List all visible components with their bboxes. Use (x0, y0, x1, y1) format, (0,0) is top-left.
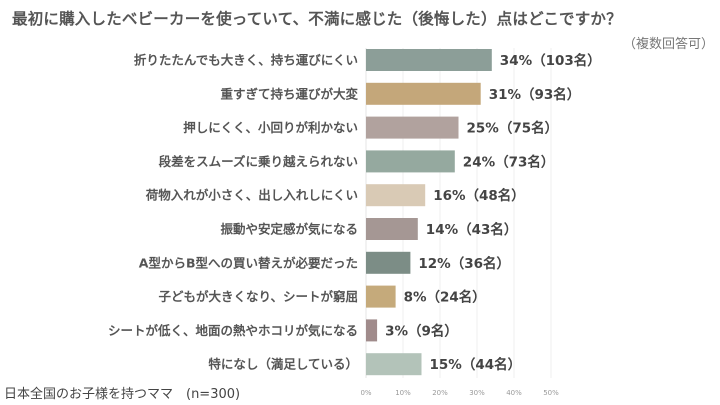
x-tick-label: 0% (360, 389, 371, 397)
bar (366, 285, 396, 308)
data-label: 12%（36名） (418, 255, 510, 272)
bar (366, 218, 418, 240)
bar (366, 150, 455, 173)
bar (366, 319, 378, 342)
bar (366, 116, 459, 139)
category-label: 特になし（満足している） (208, 357, 358, 372)
bar (366, 184, 426, 207)
x-tick-label: 40% (506, 389, 522, 397)
category-label: A型からB型への買い替えが必要だった (139, 255, 358, 270)
data-label: 3%（9名） (385, 322, 458, 339)
x-tick-label: 50% (543, 389, 559, 397)
data-label: 31%（93名） (489, 86, 581, 103)
x-tick-label: 30% (469, 389, 485, 397)
bar (366, 49, 492, 71)
x-tick-label: 20% (432, 389, 448, 397)
chart-footer: 日本全国のお子様を持つママ (n=300) (4, 387, 241, 402)
data-label: 16%（48名） (433, 187, 525, 204)
chart-title: 最初に購入したベビーカーを使っていて、不満に感じた（後悔した）点はどこですか？ (12, 10, 622, 28)
category-label: 段差をスムーズに乗り越えられない (159, 154, 358, 169)
data-label: 24%（73名） (463, 153, 555, 170)
bar (366, 82, 481, 105)
category-label: 折りたたんでも大きく、持ち運びにくい (134, 53, 358, 68)
data-label: 14%（43名） (426, 221, 518, 238)
category-label: シートが低く、地面の熱やホコリが気になる (108, 323, 358, 338)
bar (366, 353, 422, 376)
data-label: 25%（75名） (467, 120, 559, 137)
bar (366, 251, 411, 274)
data-label: 15%（44名） (430, 356, 522, 373)
data-label: 34%（103名） (500, 52, 601, 69)
x-tick-label: 10% (395, 389, 411, 397)
category-label: 子どもが大きくなり、シートが窮屈 (158, 289, 358, 304)
category-label: 荷物入れが小さく、出し入れしにくい (145, 188, 358, 203)
category-label: 振動や安定感が気になる (220, 222, 358, 237)
chart-subtitle: （複数回答可） (622, 37, 714, 52)
data-label: 8%（24名） (404, 289, 486, 306)
category-label: 押しにくく、小回りが利かない (183, 120, 358, 135)
category-label: 重すぎて持ち運びが大変 (220, 86, 358, 101)
